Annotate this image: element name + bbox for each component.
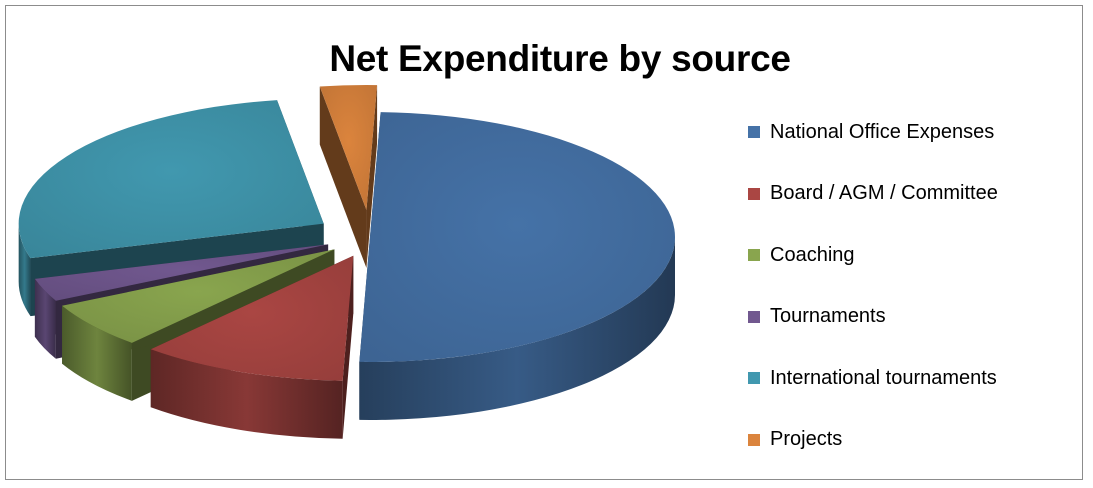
legend-swatch bbox=[748, 126, 760, 138]
slice-side bbox=[34, 278, 56, 359]
slice-side bbox=[359, 237, 675, 420]
slice-wall bbox=[319, 86, 367, 269]
slice-top bbox=[34, 244, 329, 301]
legend-label: Board / AGM / Committee bbox=[770, 182, 998, 204]
slice-side bbox=[18, 223, 31, 317]
chart-title: Net Expenditure by source bbox=[329, 38, 791, 79]
legend-item: Tournaments bbox=[748, 297, 998, 337]
slice-top bbox=[18, 100, 324, 259]
legend-item: Board / AGM / Committee bbox=[748, 174, 998, 214]
legend-item: Coaching bbox=[748, 235, 998, 275]
legend-swatch bbox=[748, 372, 760, 384]
legend-swatch bbox=[748, 433, 760, 446]
pie-slice-0 bbox=[359, 112, 675, 420]
slice-side bbox=[62, 305, 132, 401]
slice-top bbox=[319, 85, 378, 211]
legend-item: International tournaments bbox=[748, 358, 998, 398]
legend-item: Projects bbox=[748, 420, 998, 460]
pie-slice-5 bbox=[319, 85, 378, 269]
legend-swatch bbox=[748, 310, 760, 323]
legend-item: National Office Expenses bbox=[748, 112, 998, 152]
slice-top bbox=[150, 255, 354, 381]
legend-swatch bbox=[748, 249, 760, 261]
pie-slice-1 bbox=[150, 255, 354, 439]
slice-top bbox=[359, 112, 675, 363]
legend-label: National Office Expenses bbox=[770, 120, 995, 143]
legend-swatch bbox=[748, 187, 760, 200]
legend-label: Coaching bbox=[770, 243, 855, 266]
legend-label: Tournaments bbox=[770, 305, 886, 327]
slice-side bbox=[150, 349, 343, 439]
legend-label: International tournaments bbox=[770, 366, 997, 389]
slice-top bbox=[62, 249, 335, 343]
legend: National Office Expenses Board / AGM / Co… bbox=[748, 112, 998, 481]
legend-label: Projects bbox=[770, 428, 843, 450]
slice-wall bbox=[366, 85, 378, 269]
